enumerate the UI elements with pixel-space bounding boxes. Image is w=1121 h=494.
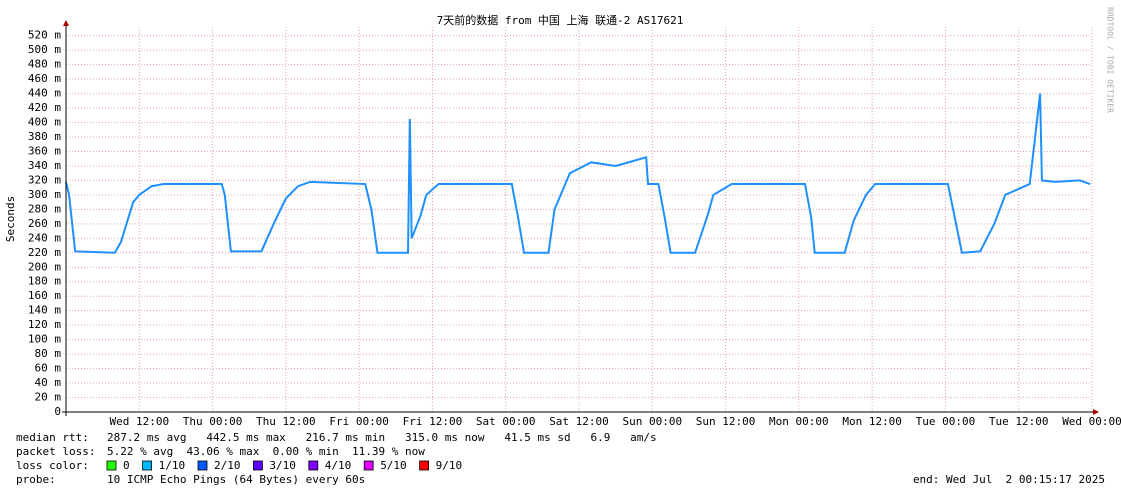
x-tick-label: Tue 00:00 — [916, 415, 976, 428]
loss-swatch — [142, 460, 153, 471]
y-tick-label: 340 m — [28, 159, 61, 172]
y-tick-label: 100 m — [28, 333, 61, 346]
y-tick-label: 360 m — [28, 144, 61, 157]
loss-swatch — [197, 460, 208, 471]
y-tick-label: 440 m — [28, 87, 61, 100]
loss-swatch — [419, 460, 430, 471]
y-tick-label: 320 m — [28, 173, 61, 186]
x-tick-label: Mon 12:00 — [842, 415, 902, 428]
y-tick-label: 200 m — [28, 260, 61, 273]
footer: median rtt: 287.2 ms avg 442.5 ms max 21… — [16, 431, 1105, 486]
y-tick-label: 0 — [54, 405, 61, 418]
y-tick-label: 460 m — [28, 72, 61, 85]
x-tick-label: Sun 00:00 — [622, 415, 682, 428]
loss-swatch — [252, 460, 263, 471]
y-tick-label: 380 m — [28, 130, 61, 143]
y-tick-label: 520 m — [28, 29, 61, 42]
y-tick-label: 40 m — [35, 376, 62, 389]
probe-label: probe: — [16, 473, 56, 486]
y-tick-label: 220 m — [28, 246, 61, 259]
y-tick-label: 140 m — [28, 304, 61, 317]
x-tick-label: Fri 00:00 — [329, 415, 389, 428]
loss-label: packet loss: — [16, 445, 95, 458]
y-tick-label: 180 m — [28, 275, 61, 288]
loss-legend-label: 5/10 — [380, 459, 407, 472]
arrow — [1093, 409, 1099, 415]
loss-legend-label: 2/10 — [214, 459, 241, 472]
loss-legend-label: 1/10 — [159, 459, 186, 472]
y-tick-label: 500 m — [28, 43, 61, 56]
marks — [65, 93, 1091, 254]
x-tick-label: Wed 12:00 — [109, 415, 169, 428]
x-tick-label: Fri 12:00 — [403, 415, 463, 428]
y-tick-label: 400 m — [28, 116, 61, 129]
y-tick-label: 240 m — [28, 231, 61, 244]
y-tick-label: 120 m — [28, 318, 61, 331]
loss-legend-label: 0 — [123, 459, 130, 472]
y-tick-label: 480 m — [28, 58, 61, 71]
loss-legend-label: 9/10 — [436, 459, 463, 472]
y-tick-label: 160 m — [28, 289, 61, 302]
y-tick-label: 260 m — [28, 217, 61, 230]
x-tick-label: Tue 12:00 — [989, 415, 1049, 428]
y-tick-label: 300 m — [28, 188, 61, 201]
x-tick-label: Thu 00:00 — [183, 415, 243, 428]
loss-legend-label: 3/10 — [269, 459, 296, 472]
x-tick-label: Mon 00:00 — [769, 415, 829, 428]
x-tick-label: Wed 00:00 — [1062, 415, 1121, 428]
rtt-label: median rtt: — [16, 431, 89, 444]
color-label: loss color: — [16, 459, 89, 472]
x-tick-label: Sat 00:00 — [476, 415, 536, 428]
arrow — [63, 20, 69, 26]
x-tick-label: Sun 12:00 — [696, 415, 756, 428]
chart-title: 7天前的数据 from 中国 上海 联通-2 AS17621 — [437, 13, 684, 27]
loss-swatch — [106, 460, 117, 471]
x-tick-label: Thu 12:00 — [256, 415, 316, 428]
y-tick-label: 60 m — [35, 362, 62, 375]
loss-swatch — [308, 460, 319, 471]
y-tick-label: 420 m — [28, 101, 61, 114]
rtt-stats: 287.2 ms avg 442.5 ms max 216.7 ms min 3… — [107, 431, 657, 444]
y-axis-label: Seconds — [4, 196, 17, 242]
end-time: end: Wed Jul 2 00:15:17 2025 — [913, 473, 1105, 486]
grid — [66, 27, 1093, 413]
y-tick-label: 20 m — [35, 391, 62, 404]
y-tick-label: 280 m — [28, 202, 61, 215]
loss-stats: 5.22 % avg 43.06 % max 0.00 % min 11.39 … — [107, 445, 425, 458]
loss-legend-label: 4/10 — [325, 459, 352, 472]
median-line — [65, 93, 1091, 254]
watermark: RRDTOOL / TOBI OETIKER — [1106, 7, 1115, 113]
loss-swatch — [363, 460, 374, 471]
x-tick-label: Sat 12:00 — [549, 415, 609, 428]
probe: 10 ICMP Echo Pings (64 Bytes) every 60s — [107, 473, 365, 486]
y-tick-label: 80 m — [35, 347, 62, 360]
